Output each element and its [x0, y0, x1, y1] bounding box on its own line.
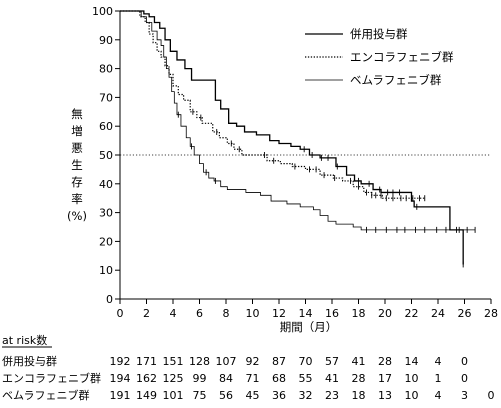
at-risk-count: 41 — [352, 355, 366, 368]
at-risk-count: 41 — [325, 372, 339, 385]
x-tick-label: 28 — [484, 307, 498, 320]
at-risk-count: 18 — [352, 389, 366, 402]
at-risk-count: 10 — [405, 389, 419, 402]
legend-label-series-3: ベムラフェニブ群 — [350, 73, 442, 87]
at-risk-count: 0 — [461, 372, 468, 385]
y-tick-label: 50 — [99, 149, 113, 162]
x-tick-label: 8 — [223, 307, 230, 320]
y-axis-title-char: 存 — [71, 175, 83, 189]
y-tick-label: 80 — [99, 63, 113, 76]
legend-label-series-1: 併用投与群 — [350, 27, 408, 41]
x-tick-label: 2 — [143, 307, 150, 320]
at-risk-row-label: ベムラフェニブ群 — [2, 388, 89, 402]
y-tick-label: 10 — [99, 264, 113, 277]
survival-curves — [120, 10, 476, 268]
at-risk-count: 101 — [163, 389, 184, 402]
at-risk-count: 151 — [163, 355, 184, 368]
at-risk-title: at risk数 — [2, 334, 47, 347]
at-risk-count: 3 — [461, 389, 468, 402]
at-risk-row-label: 併用投与群 — [2, 354, 57, 368]
at-risk-count: 28 — [378, 355, 392, 368]
at-risk-count: 75 — [193, 389, 207, 402]
y-axis-title-char: 率 — [71, 192, 83, 206]
x-tick-label: 26 — [458, 307, 472, 320]
x-tick-label: 12 — [272, 307, 286, 320]
at-risk-table: at risk数 併用投与群 192 171 151 128 107 92 87 70 57 41 2… — [2, 334, 495, 402]
y-tick-label: 30 — [99, 207, 113, 220]
y-axis-title-char: 増 — [71, 124, 83, 138]
y-axis-title-char: 悪 — [71, 141, 83, 155]
at-risk-count: 68 — [272, 372, 286, 385]
x-axis-ticks: 0 2 4 6 8 10 12 14 16 18 20 22 24 26 28 — [117, 299, 498, 320]
at-risk-count: 128 — [189, 355, 210, 368]
x-tick-label: 16 — [325, 307, 339, 320]
at-risk-count: 84 — [219, 372, 233, 385]
at-risk-count: 171 — [136, 355, 157, 368]
at-risk-row-label: エンコラフェニブ群 — [2, 371, 101, 385]
survival-curve-series-3 — [120, 10, 476, 231]
at-risk-count: 162 — [136, 372, 157, 385]
at-risk-count: 70 — [299, 355, 313, 368]
at-risk-count: 192 — [110, 355, 131, 368]
at-risk-count: 4 — [435, 355, 442, 368]
at-risk-count: 87 — [272, 355, 286, 368]
at-risk-count: 17 — [378, 372, 392, 385]
y-axis-title-char: (%) — [67, 209, 87, 223]
at-risk-count: 99 — [193, 372, 207, 385]
at-risk-count: 55 — [299, 372, 313, 385]
at-risk-count: 1 — [435, 372, 442, 385]
at-risk-count: 71 — [246, 372, 260, 385]
y-axis-ticks: 0 10 20 30 40 50 60 70 80 90 100 — [92, 5, 120, 306]
at-risk-count: 36 — [272, 389, 286, 402]
at-risk-count: 125 — [163, 372, 184, 385]
x-tick-label: 22 — [405, 307, 419, 320]
y-tick-label: 40 — [99, 178, 113, 191]
y-tick-label: 90 — [99, 34, 113, 47]
y-tick-label: 60 — [99, 120, 113, 133]
y-axis-title-char: 無 — [71, 107, 83, 121]
x-tick-label: 14 — [299, 307, 313, 320]
at-risk-count: 107 — [216, 355, 237, 368]
y-axis-title-char: 生 — [71, 158, 83, 172]
at-risk-count: 56 — [219, 389, 233, 402]
x-tick-label: 10 — [246, 307, 260, 320]
x-tick-label: 6 — [196, 307, 203, 320]
at-risk-count: 0 — [488, 389, 495, 402]
x-tick-label: 0 — [117, 307, 124, 320]
survival-curve-series-1 — [120, 10, 464, 265]
y-tick-label: 100 — [92, 5, 113, 18]
y-tick-label: 70 — [99, 91, 113, 104]
at-risk-count: 92 — [246, 355, 260, 368]
at-risk-count: 4 — [435, 389, 442, 402]
at-risk-count: 45 — [246, 389, 260, 402]
at-risk-count: 14 — [405, 355, 419, 368]
at-risk-count: 57 — [325, 355, 339, 368]
y-tick-label: 20 — [99, 235, 113, 248]
at-risk-count: 0 — [461, 355, 468, 368]
at-risk-count: 32 — [299, 389, 313, 402]
at-risk-count: 28 — [352, 372, 366, 385]
at-risk-count: 23 — [325, 389, 339, 402]
x-tick-label: 4 — [170, 307, 177, 320]
at-risk-count: 191 — [110, 389, 131, 402]
at-risk-count: 149 — [136, 389, 157, 402]
at-risk-count: 13 — [378, 389, 392, 402]
x-tick-label: 24 — [431, 307, 445, 320]
y-tick-label: 0 — [106, 293, 113, 306]
survival-curve-series-2 — [120, 10, 425, 199]
x-axis-title: 期間（月） — [280, 320, 338, 334]
legend-label-series-2: エンコラフェニブ群 — [350, 50, 454, 64]
x-tick-label: 18 — [352, 307, 366, 320]
at-risk-count: 194 — [110, 372, 131, 385]
x-tick-label: 20 — [378, 307, 392, 320]
at-risk-count: 10 — [405, 372, 419, 385]
